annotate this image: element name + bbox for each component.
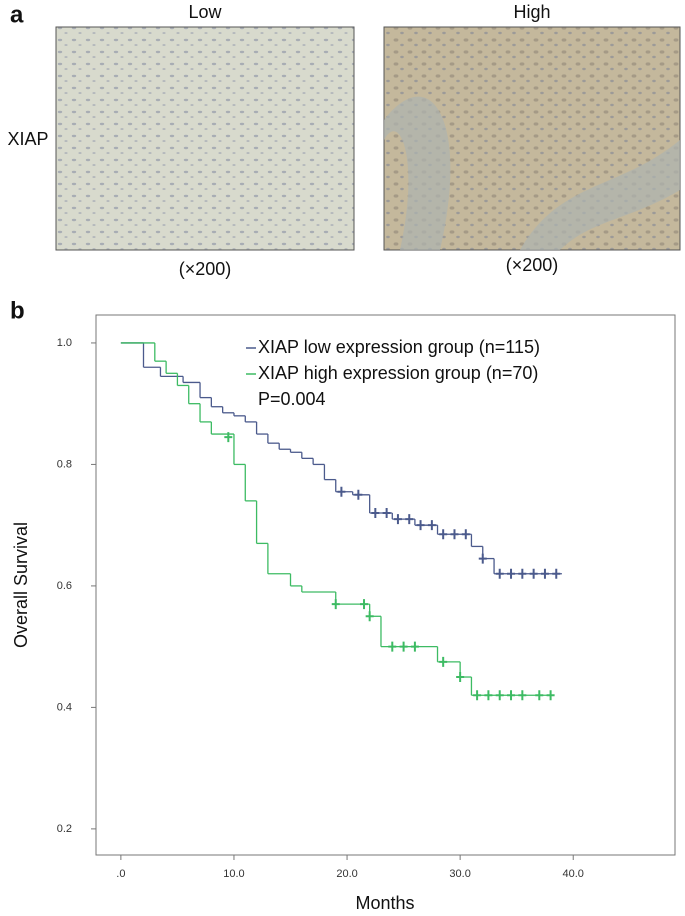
panel-label: a xyxy=(10,1,24,28)
annotation: P=0.004 xyxy=(258,389,326,409)
y-tick-label: 1.0 xyxy=(57,337,72,349)
censor-mark xyxy=(388,641,397,652)
y-axis-title: Overall Survival xyxy=(11,522,31,648)
legend-label: XIAP low expression group (n=115) xyxy=(258,337,540,357)
x-axis-title: Months xyxy=(355,893,414,913)
micrograph xyxy=(55,26,355,251)
censor-mark xyxy=(360,599,369,610)
stroma xyxy=(384,96,680,250)
censor-mark xyxy=(461,529,470,540)
row-label: XIAP xyxy=(7,129,48,149)
y-tick-label: 0.4 xyxy=(57,701,72,713)
censor-mark xyxy=(478,553,487,564)
censor-mark xyxy=(552,568,561,579)
censor-mark xyxy=(484,690,493,701)
censor-mark xyxy=(439,656,448,667)
censor-mark xyxy=(546,690,555,701)
censor-mark xyxy=(224,432,233,443)
x-tick-label: 30.0 xyxy=(449,868,470,880)
column-label: High xyxy=(513,2,550,22)
censor-mark xyxy=(518,690,527,701)
censor-mark xyxy=(540,568,549,579)
censor-mark xyxy=(399,641,408,652)
censor-mark xyxy=(337,486,346,497)
x-tick-label: 20.0 xyxy=(336,868,357,880)
censor-mark xyxy=(410,641,419,652)
x-tick-label: .0 xyxy=(116,868,125,880)
censor-mark xyxy=(518,568,527,579)
panel-label: b xyxy=(10,297,25,324)
column-label: Low xyxy=(188,2,222,22)
censor-mark xyxy=(439,529,448,540)
censor-mark xyxy=(416,520,425,531)
censor-mark xyxy=(495,690,504,701)
censor-mark xyxy=(427,520,436,531)
censor-mark xyxy=(365,611,374,622)
censor-mark xyxy=(331,599,340,610)
censor-mark xyxy=(495,568,504,579)
censor-mark xyxy=(535,690,544,701)
censor-mark xyxy=(450,529,459,540)
x-tick-label: 10.0 xyxy=(223,868,244,880)
y-tick-label: 0.8 xyxy=(57,458,72,470)
y-tick-label: 0.2 xyxy=(57,823,72,835)
censor-mark xyxy=(456,672,465,683)
censor-mark xyxy=(529,568,538,579)
plot-frame xyxy=(95,314,676,856)
censor-mark xyxy=(507,690,516,701)
legend-label: XIAP high expression group (n=70) xyxy=(258,363,538,383)
censor-mark xyxy=(507,568,516,579)
magnification: (×200) xyxy=(506,255,559,275)
censor-mark xyxy=(354,489,363,500)
censor-mark xyxy=(405,514,414,525)
y-tick-label: 0.6 xyxy=(57,580,72,592)
censor-mark xyxy=(371,508,380,519)
x-tick-label: 40.0 xyxy=(563,868,584,880)
magnification: (×200) xyxy=(179,259,232,279)
censor-mark xyxy=(393,514,402,525)
censor-mark xyxy=(473,690,482,701)
censor-mark xyxy=(382,508,391,519)
